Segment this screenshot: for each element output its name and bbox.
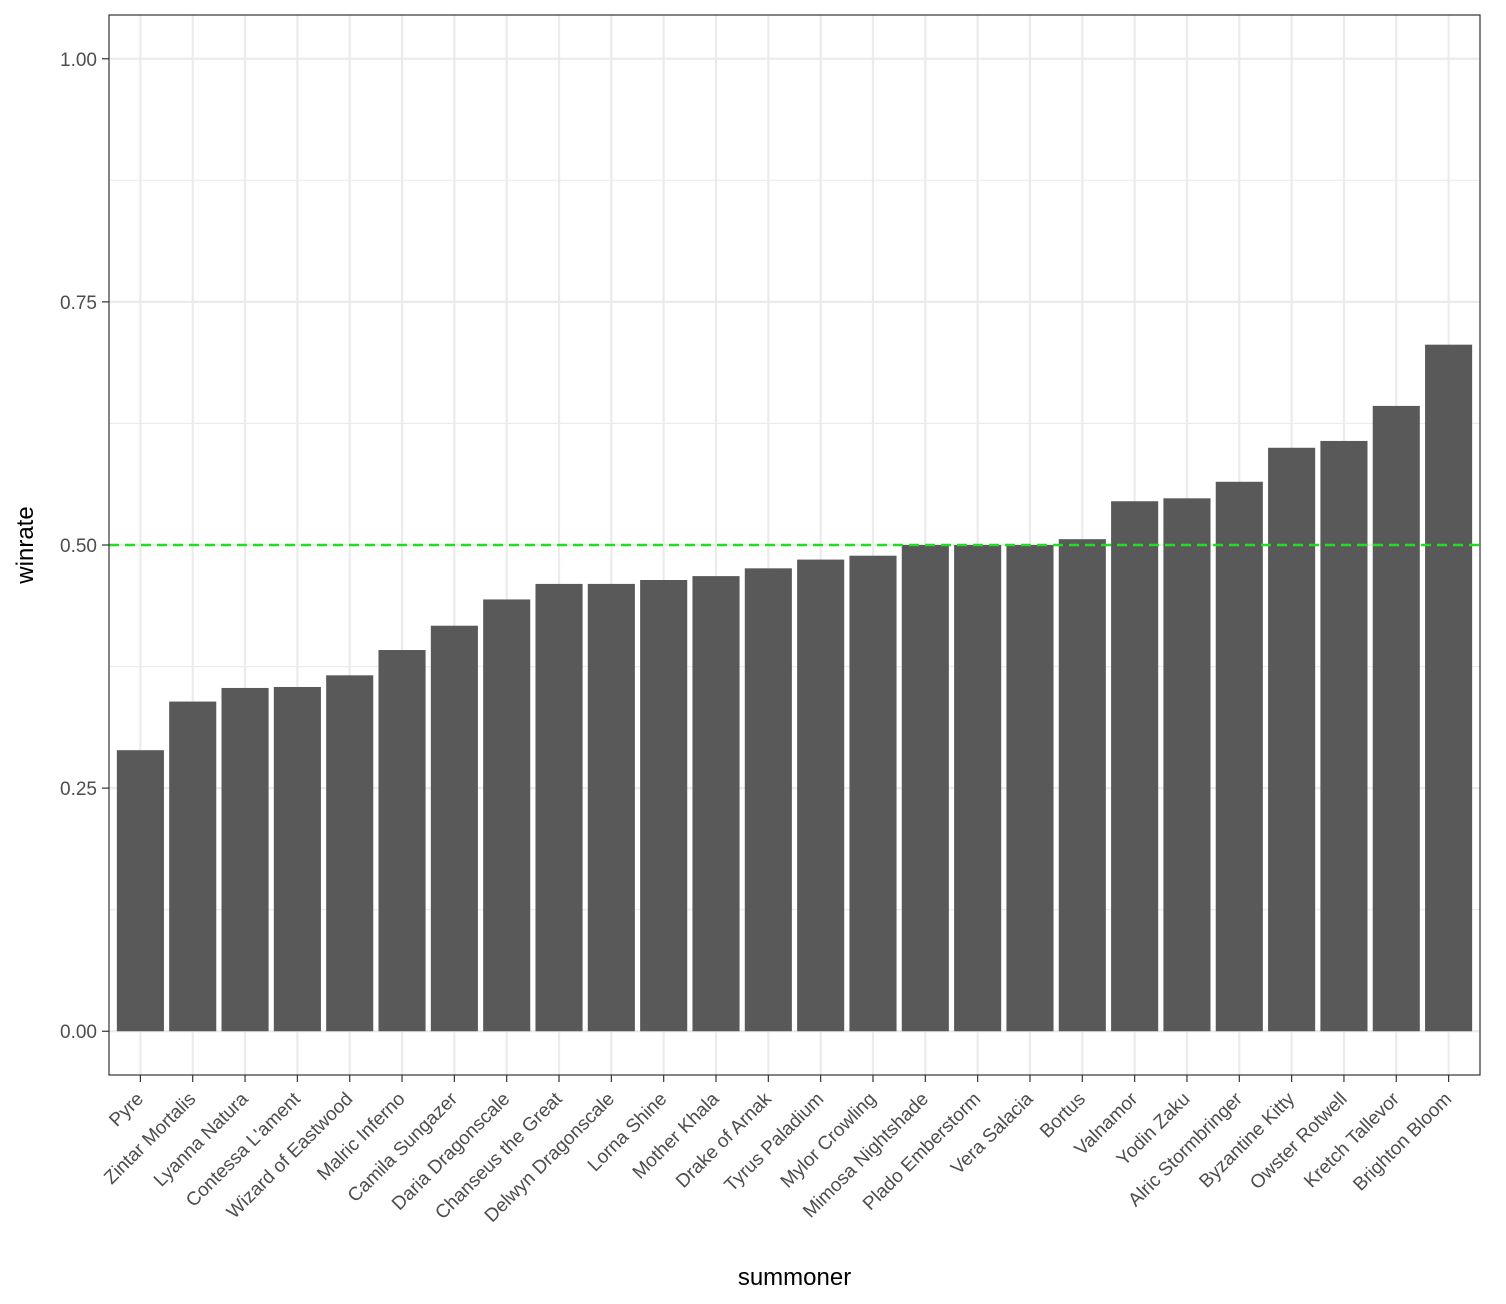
bar [1425, 344, 1473, 1032]
bars [116, 344, 1473, 1032]
bar [273, 686, 321, 1032]
x-tick-label: Brighton Bloom [1349, 1089, 1456, 1196]
bar [1215, 481, 1263, 1032]
bar [483, 599, 531, 1032]
bar [901, 545, 949, 1032]
bar [1372, 405, 1420, 1032]
y-axis: 0.00 0.25 0.50 0.75 1.00 [60, 50, 109, 1043]
bar [326, 675, 374, 1032]
bar [744, 568, 792, 1032]
y-tick-label: 0.75 [60, 293, 97, 314]
bar [169, 701, 217, 1032]
bar [1163, 498, 1211, 1032]
x-tick-label: Zintar Mortalis [100, 1089, 200, 1189]
bar [221, 687, 269, 1032]
bar [692, 576, 740, 1032]
bar [1006, 545, 1054, 1032]
bar [116, 750, 164, 1032]
x-tick-label: Pyre [105, 1089, 147, 1131]
x-tick-label: Lyanna Natura [150, 1088, 253, 1191]
x-axis-title: summoner [738, 1264, 851, 1291]
bar [849, 555, 897, 1032]
bar [378, 650, 426, 1032]
y-tick-label: 0.50 [60, 536, 97, 557]
bar [1111, 501, 1159, 1032]
y-tick-label: 0.00 [60, 1022, 97, 1043]
bar [535, 583, 583, 1032]
bar [954, 545, 1002, 1032]
y-tick-label: 1.00 [60, 50, 97, 71]
y-tick-label: 0.25 [60, 779, 97, 800]
y-axis-title: winrate [12, 506, 39, 584]
bar [587, 583, 635, 1032]
bar [640, 580, 688, 1032]
bar [430, 625, 478, 1032]
bar [1268, 447, 1316, 1032]
bar [797, 559, 845, 1032]
bar [1320, 440, 1368, 1032]
bar [1058, 539, 1106, 1032]
